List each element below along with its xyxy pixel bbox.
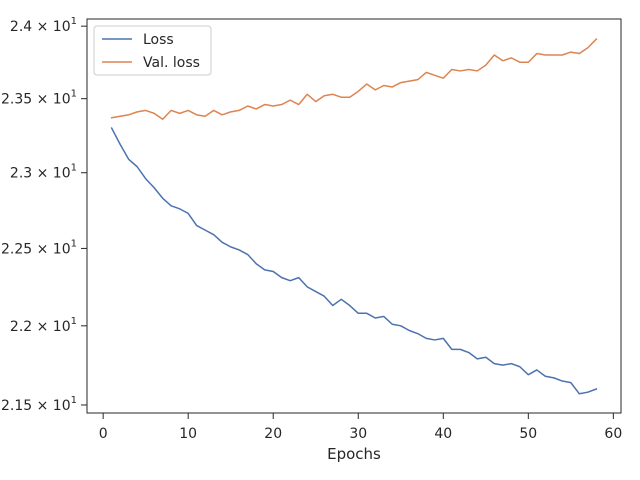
- x-axis: 0 10 20 30 40 50 60: [99, 413, 622, 442]
- plot-lines: [110, 38, 598, 395]
- series-line-loss: [110, 127, 598, 395]
- x-axis-label: Epochs: [327, 445, 381, 463]
- y-tick-label: 2.4 × 101: [10, 16, 77, 35]
- y-tick-label: 2.15 × 101: [1, 395, 77, 414]
- x-tick-label: 0: [99, 426, 108, 442]
- x-tick-label: 40: [434, 426, 452, 442]
- y-tick-label: 2.35 × 101: [1, 89, 77, 108]
- x-tick-label: 60: [604, 426, 622, 442]
- y-tick-label: 2.2 × 101: [10, 316, 77, 335]
- x-tick-label: 50: [519, 426, 537, 442]
- y-axis: 2.15 × 101 2.2 × 101 2.25 × 101 2.3 × 101 2.…: [1, 16, 87, 414]
- legend-label: Loss: [143, 32, 174, 48]
- x-tick-label: 30: [349, 426, 367, 442]
- plot-frame: [86, 18, 622, 414]
- y-tick-label: 2.3 × 101: [10, 163, 77, 182]
- x-tick-label: 10: [179, 426, 197, 442]
- series-line-val-loss: [110, 38, 598, 120]
- legend: Loss Val. loss: [93, 25, 212, 76]
- y-tick-label: 2.25 × 101: [1, 238, 77, 257]
- x-tick-label: 20: [264, 426, 282, 442]
- legend-label: Val. loss: [143, 55, 200, 71]
